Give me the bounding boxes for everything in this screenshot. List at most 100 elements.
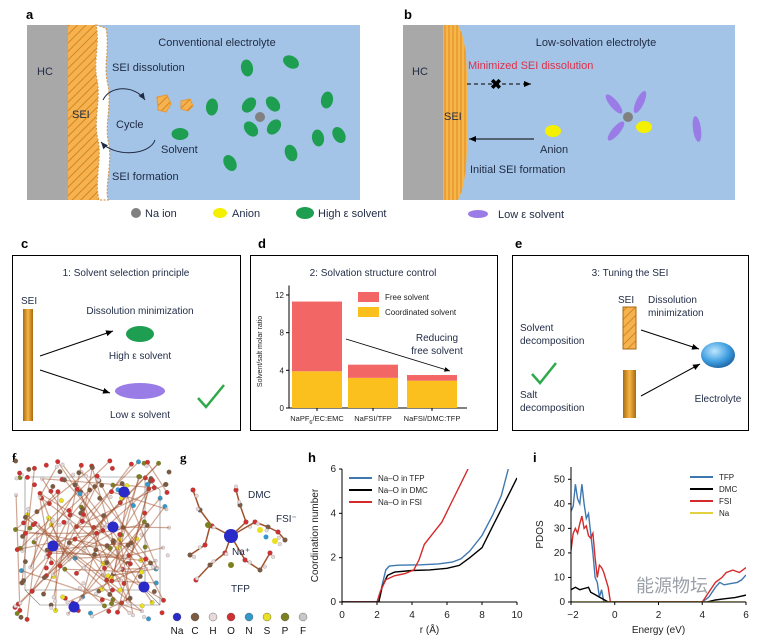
atom-p — [27, 525, 33, 531]
bond — [52, 488, 150, 576]
low-solvent-molecule — [115, 383, 165, 399]
atom-h — [14, 476, 19, 481]
high-solvent-molecule — [320, 91, 334, 109]
panel-title: 3: Tuning the SEI — [592, 268, 669, 279]
x-tick-label: 6 — [743, 610, 749, 621]
atom-c — [151, 589, 157, 594]
atom-c — [21, 578, 26, 584]
sei-layer — [443, 25, 468, 200]
low-solvent-molecule — [692, 116, 702, 142]
atom-c — [23, 514, 28, 520]
atom-legend-label: C — [191, 626, 198, 637]
atom-legend-label: H — [209, 626, 216, 637]
panel-h: h 0 2 4 6 8 10 0 2 4 6 r (Å) Coordination number Na–… — [308, 450, 523, 636]
legend-high-solvent: High ε solvent — [318, 208, 387, 220]
bond — [63, 479, 106, 528]
high-solvent-molecule — [265, 96, 281, 112]
atom-o — [74, 570, 79, 576]
atom-h — [49, 605, 54, 610]
series-line-na-o-in-dmc — [342, 477, 517, 602]
arrow — [640, 363, 701, 397]
atom-legend-swatch — [244, 612, 254, 622]
arrow — [39, 330, 114, 357]
panel-label: g — [180, 450, 187, 465]
legend-label: Coordinated solvent — [385, 308, 457, 317]
atom — [267, 550, 273, 556]
atom-o — [48, 488, 54, 494]
y-tick-label: 4 — [330, 508, 336, 519]
bond — [29, 517, 50, 568]
trend-arrow — [345, 338, 451, 372]
atom-n — [136, 459, 141, 465]
atom-o — [66, 508, 72, 513]
atom-c — [166, 469, 172, 475]
series-line-na-o-in-tfp — [342, 469, 509, 602]
bar-coordinated-solvent — [292, 371, 342, 408]
atom-legend-swatch — [208, 612, 218, 622]
panel-c: c 1: Solvent selection principle SEI Dis… — [12, 236, 241, 431]
atom-h — [127, 610, 132, 615]
atom-n — [130, 503, 136, 508]
bond — [39, 466, 58, 498]
atom-o — [109, 466, 115, 471]
hc-label: HC — [412, 66, 428, 78]
bar-free-solvent — [292, 301, 342, 372]
panel-label: h — [308, 450, 316, 465]
x-tick-label: 6 — [444, 610, 450, 621]
bond — [21, 468, 36, 583]
atom-o — [14, 547, 20, 552]
bond — [192, 489, 201, 511]
atom-h — [276, 535, 281, 540]
solvent-decomposition-label: decomposition — [520, 336, 584, 347]
atom — [202, 542, 208, 548]
anion — [545, 125, 561, 137]
high-solvent-molecule — [241, 97, 257, 113]
atom-p — [205, 522, 211, 528]
bar-free-solvent — [407, 375, 457, 381]
atom-h — [224, 552, 229, 557]
legend-anion: Anion — [232, 208, 260, 220]
y-tick-label: 40 — [554, 499, 566, 510]
bond — [128, 547, 164, 557]
series-line-tfp — [571, 484, 746, 602]
high-solvent-molecule — [283, 55, 299, 69]
low-solvent-label: Low ε solvent — [110, 410, 170, 421]
atom-s — [58, 498, 64, 503]
high-solvent-icon — [296, 207, 314, 219]
bond — [259, 552, 271, 571]
dissolution-label: Dissolution — [648, 295, 697, 306]
atom-h — [197, 545, 202, 550]
bond — [81, 467, 93, 522]
atom-s — [257, 527, 263, 533]
atom-o — [43, 462, 49, 468]
bond — [204, 525, 211, 546]
sei-label: SEI — [444, 111, 462, 123]
y-tick-label: 10 — [554, 572, 566, 583]
sei-label: SEI — [72, 109, 90, 121]
bond — [147, 461, 168, 493]
atom-o — [79, 518, 85, 524]
electrolyte-label: Electrolyte — [695, 394, 742, 405]
bond — [29, 488, 78, 568]
high-solvent-molecules — [171, 55, 346, 171]
atom-h — [142, 615, 146, 619]
x-tick-label: 2 — [656, 610, 662, 621]
panel-label: e — [515, 236, 522, 251]
atom-legend-label: O — [227, 626, 235, 637]
bond — [41, 497, 129, 566]
atom-na — [47, 540, 59, 552]
panel-label: f — [12, 450, 17, 465]
atom-s — [60, 594, 66, 600]
panel-frame — [12, 255, 241, 431]
series-line-na-o-in-fsi — [342, 469, 469, 602]
atom-na — [118, 486, 130, 498]
atom-h — [26, 507, 31, 511]
legend-label: Na–O in TFP — [378, 474, 425, 483]
atom-h — [53, 599, 58, 603]
legend-label: Na–O in FSI — [378, 498, 422, 507]
panel-label: b — [404, 7, 412, 22]
atom-h — [195, 576, 199, 581]
sei-label: SEI — [21, 296, 37, 307]
